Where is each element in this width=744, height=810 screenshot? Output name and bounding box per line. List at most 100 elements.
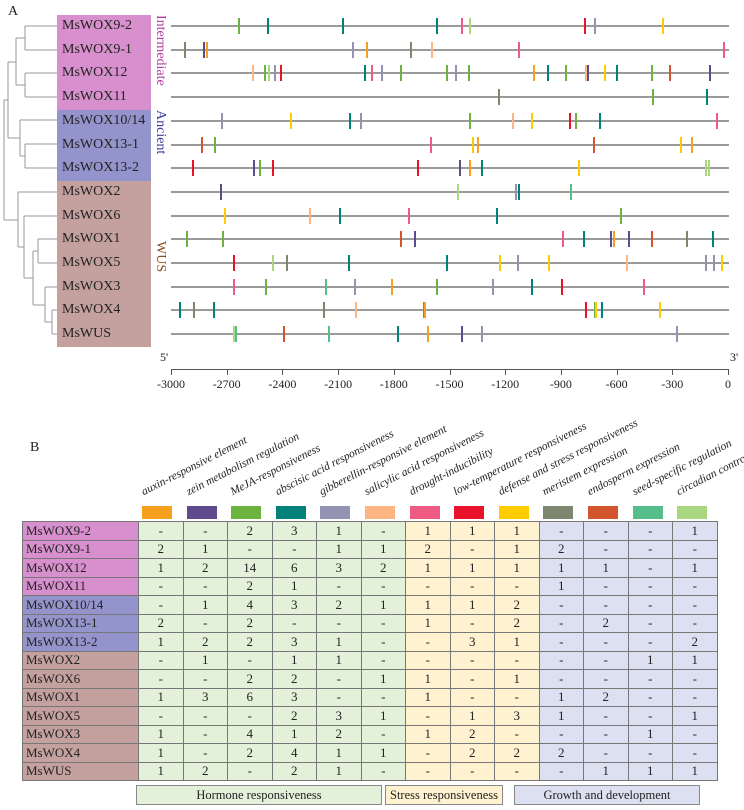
legend-swatch [186,506,217,519]
axis-3prime-label: 3' [730,350,739,364]
table-count-cell: 1 [449,595,495,615]
element-mark-zein-metabolism-regulation [610,231,613,248]
table-gene-name: MsWOX10/14 [22,595,139,615]
element-mark-seed-specific-regulation [570,183,573,200]
element-mark-abscisic-acid-responsiveness [712,231,715,248]
group-box-intermediate [57,15,151,111]
table-count-cell: 2 [182,632,228,652]
table-count-cell: - [182,669,228,689]
table-count-cell: - [494,650,540,670]
element-mark-low-temperature-responsiveness [585,302,588,319]
table-count-cell: 1 [138,687,184,707]
table-row: MsWOX3 1-4 1 2-1 2- - -1- [22,724,718,744]
table-count-cell: 1 [182,539,228,559]
element-mark-gibberellin-responsive-element [351,41,354,58]
element-mark-seed-specific-regulation [328,326,331,343]
axis-tick-label: -3000 [157,377,185,391]
element-mark-meja-responsiveness [265,278,268,295]
axis-tick [449,369,451,375]
promoter-line [171,96,729,99]
table-count-cell: 1 [538,706,584,726]
table-count-cell: 1 [405,687,451,707]
table-count-cell: 1 [672,558,718,578]
element-mark-abscisic-acid-responsiveness [396,326,399,343]
table-count-cell: - [449,539,495,559]
table-count-cell: - [138,521,184,541]
table-count-cell: - [538,595,584,615]
element-mark-defense-and-stress-responsiveness [530,112,533,129]
table-count-cell: - [182,613,228,633]
gene-name: MsWOX3 [62,278,121,294]
table-count-cell: - [672,724,718,744]
element-mark-gibberellin-responsive-element [514,183,517,200]
axis-tick [393,369,395,375]
table-count-cell: 2 [227,576,273,596]
table-count-cell: - [271,539,317,559]
gene-name: MsWOX4 [62,302,121,318]
table-count-cell: - [538,521,584,541]
table-row: MsWOX9-2- -2 3 1-1 1 1- - -1 [22,521,718,541]
element-mark-auxin-responsive-element [206,41,209,58]
legend-swatch [320,506,351,519]
table-count-cell: 1 [271,650,317,670]
table-row: MsWOX4 1-2 4 1 1-2 2 2- - - [22,743,718,763]
element-mark-circadian-control [267,65,270,82]
table-count-cell: - [494,576,540,596]
group-label-ancient: Ancient [153,109,168,155]
element-mark-abscisic-acid-responsiveness [616,65,619,82]
element-mark-meja-responsiveness [238,18,241,34]
element-mark-meja-responsiveness [620,207,623,224]
axis-tick [616,369,618,375]
table-count-cell: 1 [494,521,540,541]
table-count-cell: 2 [227,669,273,689]
table-count-cell: - [360,650,406,670]
table-count-cell: - [627,706,673,726]
element-mark-defense-and-stress-responsiveness [662,18,665,34]
axis-tick-label: -600 [605,377,628,391]
element-mark-low-temperature-responsiveness [191,160,194,177]
element-mark-abscisic-acid-responsiveness [705,89,708,106]
axis-tick [226,369,228,375]
table-count-cell: 1 [138,632,184,652]
panel-b-label: B [30,440,40,455]
table-count-cell: - [449,669,495,689]
promoter-line [171,143,729,146]
table-row: MsWOX5- - -2 3 1-1 3 1- -1 [22,706,718,726]
table-count-cell: 1 [138,761,184,781]
element-mark-circadian-control [456,183,459,200]
table-count-cell: 4 [227,724,273,744]
element-mark-meristem-expression [285,255,288,271]
table-count-cell: - [583,632,629,652]
table-count-cell: 1 [538,687,584,707]
table-gene-name: MsWOX12 [22,558,139,578]
element-mark-auxin-responsive-element [476,136,479,153]
element-mark-endosperm-expression [668,65,671,82]
element-mark-meja-responsiveness [565,65,568,82]
table-count-cell: 1 [405,558,451,578]
group-label-wus: WUS [153,240,168,273]
element-mark-abscisic-acid-responsiveness [598,112,601,129]
table-gene-name: MsWOX9-1 [22,539,139,559]
element-mark-auxin-responsive-element [426,326,429,343]
element-mark-meja-responsiveness [399,65,402,82]
element-mark-auxin-responsive-element [690,136,693,153]
table-count-cell: 1 [672,521,718,541]
element-mark-zein-metabolism-regulation [252,160,255,177]
element-mark-drought-inducibility [429,136,432,153]
table-count-cell: 3 [182,687,228,707]
table-count-cell: 2 [538,539,584,559]
table-count-cell: - [360,521,406,541]
promoter-line [171,262,729,264]
table-count-cell: - [182,724,228,744]
table-count-cell: - [449,650,495,670]
table-count-cell: 4 [227,595,273,615]
table-count-cell: - [316,613,362,633]
table-count-cell: - [449,576,495,596]
table-count-cell: 3 [449,632,495,652]
table-count-cell: - [227,650,273,670]
table-count-cell: - [538,724,584,744]
axis-tick-label: -2400 [268,377,297,391]
element-mark-abscisic-acid-responsiveness [178,302,181,319]
element-mark-low-temperature-responsiveness [271,160,274,177]
axis-tick-label: -1800 [379,377,408,391]
